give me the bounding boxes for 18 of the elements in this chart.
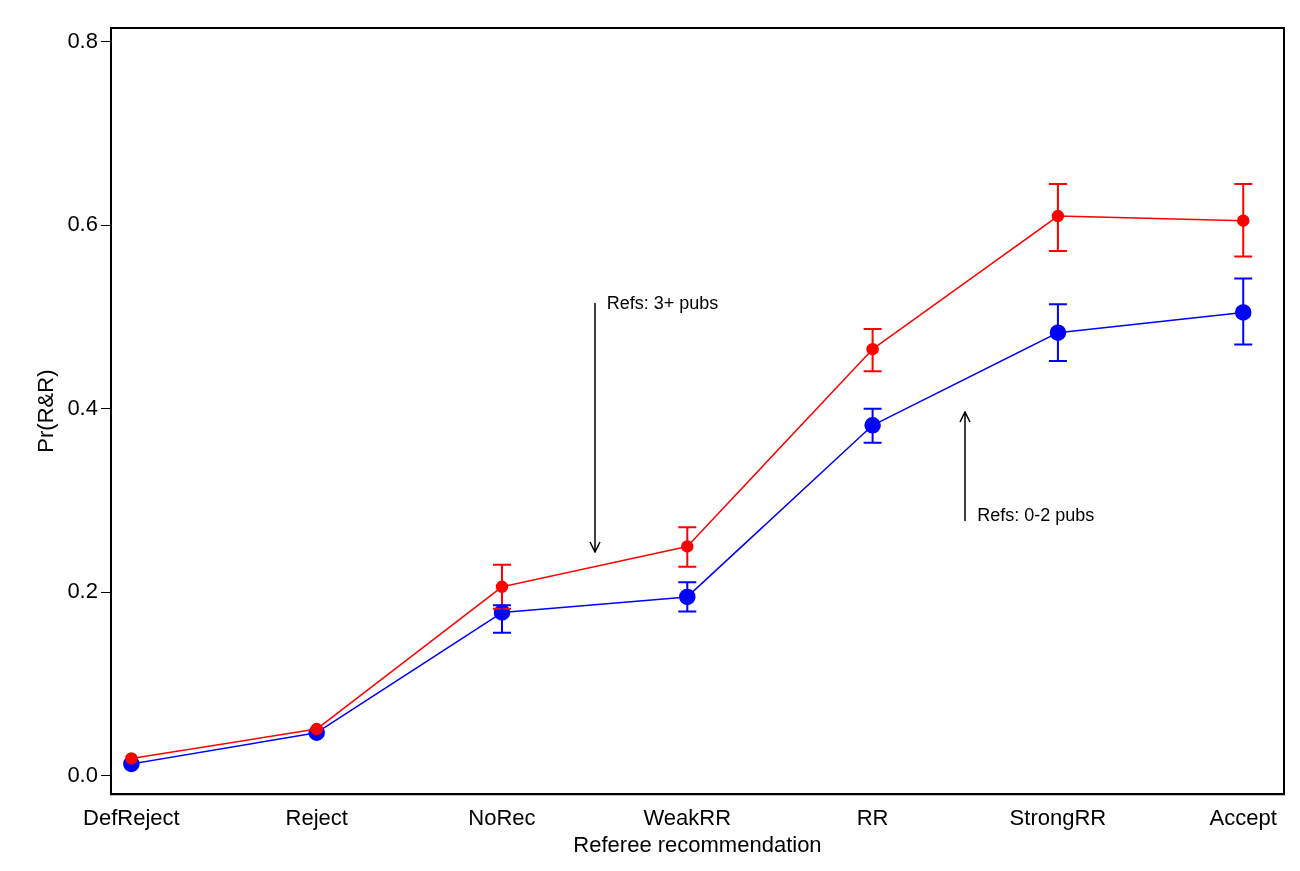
y-tick-label: 0.4: [67, 394, 98, 420]
x-tick-label: DefReject: [83, 805, 180, 831]
y-axis-title: Pr(R&R): [33, 369, 59, 453]
y-tick-label: 0.8: [67, 27, 98, 53]
annotation: Refs: 3+ pubs: [606, 292, 719, 314]
x-tick-label: StrongRR: [1009, 805, 1107, 831]
x-tick-label: Accept: [1209, 805, 1277, 831]
y-tick-label: 0.0: [67, 761, 98, 787]
point: [310, 722, 323, 736]
annotation: Refs: 0-2 pubs: [977, 505, 1095, 527]
y-tick-label: 0.6: [67, 211, 98, 237]
x-axis-title: Referee recommendation: [573, 831, 822, 857]
x-tick-label: Reject: [285, 805, 348, 831]
point: [125, 752, 138, 765]
x-tick-label: WeakRR: [643, 805, 732, 831]
x-tick-label: RR: [856, 805, 889, 831]
x-tick-label: NoRec: [468, 805, 536, 831]
y-tick-label: 0.2: [67, 578, 98, 604]
